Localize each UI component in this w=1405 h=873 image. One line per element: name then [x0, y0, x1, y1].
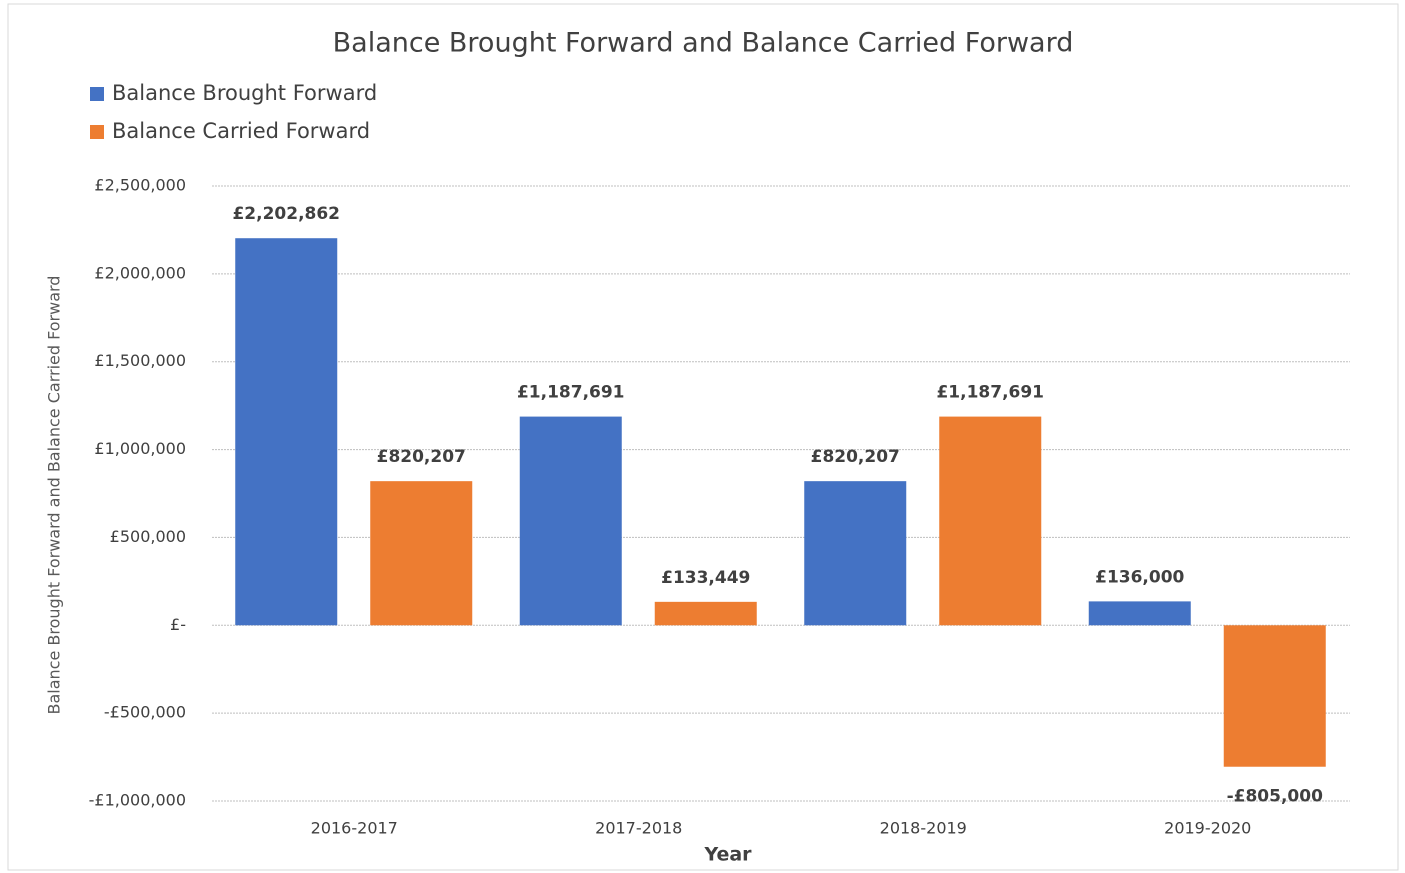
bar	[370, 481, 473, 626]
x-tick-label: 2017-2018	[595, 819, 682, 838]
bar	[804, 481, 907, 626]
y-tick-label: -£500,000	[104, 703, 186, 722]
legend-label: Balance Carried Forward	[112, 119, 370, 143]
data-label: £133,449	[661, 568, 750, 588]
chart-title: Balance Brought Forward and Balance Carr…	[333, 28, 1074, 59]
bar	[235, 238, 338, 626]
y-tick-label: £1,000,000	[94, 439, 186, 458]
x-axis-label: Year	[703, 844, 752, 866]
y-tick-label: £1,500,000	[94, 351, 186, 370]
legend-swatch	[90, 125, 104, 139]
bar	[519, 416, 622, 626]
legend-swatch	[90, 87, 104, 101]
bar	[654, 601, 757, 626]
x-tick-label: 2019-2020	[1164, 819, 1251, 838]
data-label: £2,202,862	[232, 204, 340, 224]
bar	[1088, 601, 1191, 626]
y-tick-label: £2,500,000	[94, 176, 186, 195]
bar	[1223, 625, 1326, 767]
y-tick-label: -£1,000,000	[89, 791, 186, 810]
y-tick-label: £-	[170, 615, 186, 634]
data-label: -£805,000	[1227, 787, 1323, 807]
data-label: £136,000	[1095, 567, 1184, 587]
x-tick-label: 2016-2017	[311, 819, 398, 838]
y-tick-label: £500,000	[110, 527, 186, 546]
y-axis-label: Balance Brought Forward and Balance Carr…	[45, 276, 64, 715]
data-label: £1,187,691	[936, 383, 1044, 403]
bar	[939, 416, 1042, 626]
data-label: £820,207	[377, 447, 466, 467]
x-tick-label: 2018-2019	[880, 819, 967, 838]
legend-label: Balance Brought Forward	[112, 81, 377, 105]
data-label: £820,207	[811, 447, 900, 467]
y-tick-label: £2,000,000	[94, 263, 186, 282]
data-label: £1,187,691	[517, 383, 625, 403]
